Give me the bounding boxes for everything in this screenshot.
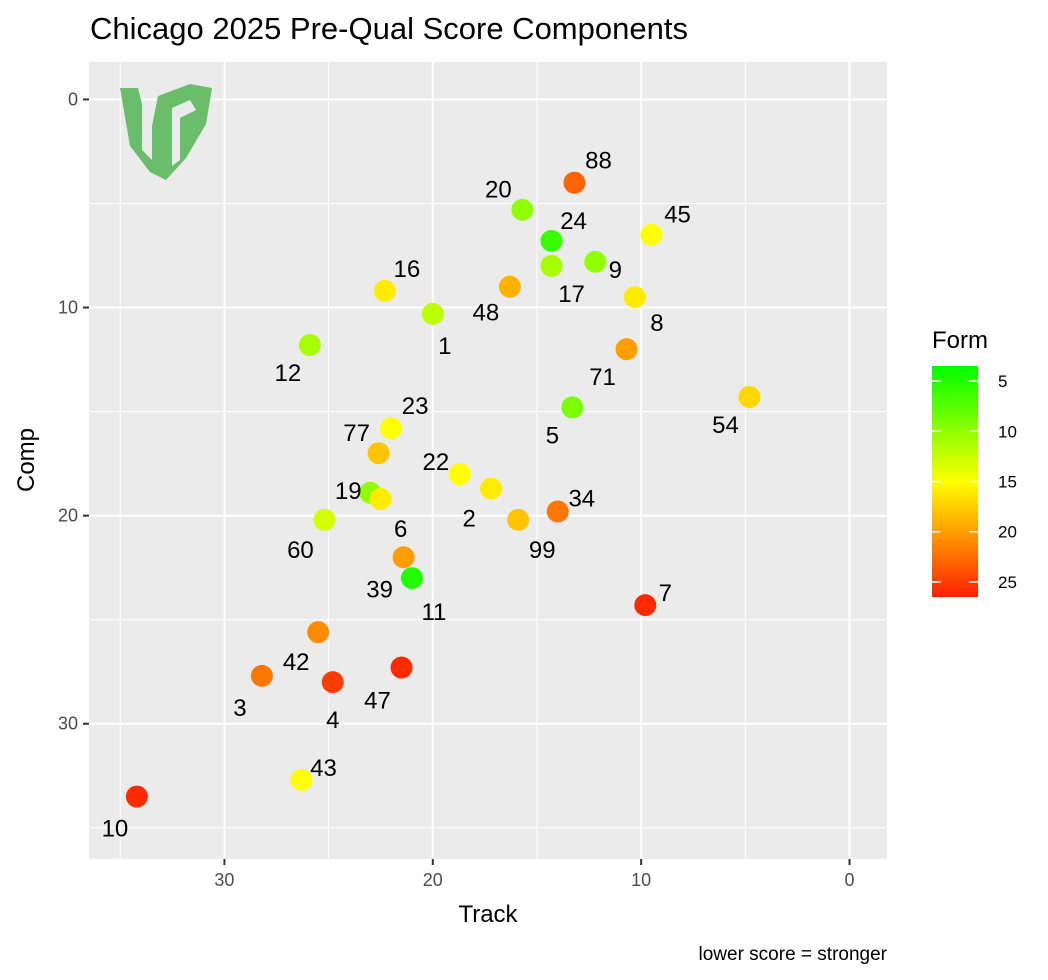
data-point-8 bbox=[623, 286, 646, 309]
legend-tick-label: 20 bbox=[998, 523, 1017, 542]
point-label: 9 bbox=[609, 257, 622, 284]
y-axis-ticks: 0 10 20 30 bbox=[58, 89, 89, 734]
data-point-42 bbox=[307, 621, 330, 644]
point-label: 48 bbox=[473, 300, 500, 327]
data-point-99 bbox=[507, 508, 530, 531]
point-label: 10 bbox=[102, 816, 129, 843]
x-tick-label: 0 bbox=[844, 870, 854, 890]
data-point-10 bbox=[125, 785, 148, 808]
bc-logo bbox=[120, 84, 212, 180]
data-point-24 bbox=[540, 229, 563, 252]
point-label: 34 bbox=[568, 485, 595, 512]
y-tick-label: 10 bbox=[58, 298, 78, 318]
x-axis-ticks: 30 20 10 0 bbox=[214, 859, 855, 890]
point-label: 1 bbox=[438, 333, 451, 360]
data-point-48 bbox=[498, 275, 521, 298]
data-point-45 bbox=[640, 223, 663, 246]
point-label: 22 bbox=[423, 449, 450, 476]
data-point-6 bbox=[369, 487, 392, 510]
data-point-54 bbox=[738, 386, 761, 409]
point-label: 23 bbox=[402, 393, 429, 420]
point-label: 11 bbox=[421, 599, 446, 626]
data-point-22 bbox=[448, 463, 471, 486]
chart-caption: lower score = stronger bbox=[699, 944, 888, 965]
data-point-4 bbox=[321, 671, 344, 694]
y-tick-label: 0 bbox=[68, 89, 78, 109]
point-label: 2 bbox=[462, 506, 475, 533]
data-point-5 bbox=[561, 396, 584, 419]
point-label: 45 bbox=[664, 202, 691, 229]
legend-title: Form bbox=[932, 327, 988, 354]
legend-tick-label: 25 bbox=[998, 573, 1017, 592]
data-point-43 bbox=[290, 768, 313, 791]
data-points bbox=[125, 171, 761, 808]
point-label: 12 bbox=[275, 360, 302, 387]
data-point-20 bbox=[511, 198, 534, 221]
point-label: 7 bbox=[659, 580, 672, 607]
gridlines bbox=[89, 62, 887, 859]
data-point-34 bbox=[546, 500, 569, 523]
data-point-12 bbox=[298, 334, 321, 357]
data-point-71 bbox=[615, 338, 638, 361]
legend-tick-label: 15 bbox=[998, 473, 1017, 492]
data-point-47 bbox=[390, 656, 413, 679]
plot-panel bbox=[89, 62, 887, 859]
x-tick-label: 20 bbox=[423, 870, 443, 890]
point-label: 42 bbox=[283, 649, 310, 676]
x-axis-title: Track bbox=[458, 901, 518, 928]
data-point-2 bbox=[480, 477, 503, 500]
y-tick-label: 30 bbox=[58, 714, 78, 734]
point-label: 24 bbox=[560, 208, 587, 235]
data-point-11 bbox=[400, 567, 423, 590]
data-point-9 bbox=[584, 250, 607, 273]
data-point-88 bbox=[563, 171, 586, 194]
point-label: 47 bbox=[364, 688, 391, 715]
data-point-39 bbox=[392, 546, 415, 569]
point-label: 3 bbox=[233, 695, 246, 722]
legend-tick-label: 5 bbox=[998, 372, 1007, 391]
data-point-7 bbox=[634, 594, 657, 617]
x-tick-label: 10 bbox=[631, 870, 651, 890]
data-point-1 bbox=[421, 302, 444, 325]
point-label: 54 bbox=[712, 412, 739, 439]
point-label: 88 bbox=[585, 148, 612, 175]
logo-lettermark-icon bbox=[142, 100, 196, 166]
legend-tick-label: 10 bbox=[998, 422, 1017, 441]
point-label: 77 bbox=[343, 420, 370, 447]
point-label: 20 bbox=[485, 177, 512, 204]
data-point-60 bbox=[313, 508, 336, 531]
point-label: 71 bbox=[589, 364, 616, 391]
point-label: 4 bbox=[326, 707, 339, 734]
point-label: 39 bbox=[366, 576, 393, 603]
point-label: 16 bbox=[394, 256, 421, 283]
point-label: 43 bbox=[310, 755, 337, 782]
point-label: 17 bbox=[558, 281, 585, 308]
data-point-16 bbox=[373, 279, 396, 302]
x-tick-label: 30 bbox=[214, 870, 234, 890]
point-label: 8 bbox=[650, 310, 663, 337]
chart-title: Chicago 2025 Pre-Qual Score Components bbox=[90, 11, 688, 46]
data-point-17 bbox=[540, 254, 563, 277]
point-label: 99 bbox=[529, 537, 556, 564]
data-point-77 bbox=[367, 442, 390, 465]
color-legend: Form 5 10 15 20 25 bbox=[932, 327, 1017, 597]
data-point-3 bbox=[250, 664, 273, 687]
y-axis-title: Comp bbox=[13, 428, 40, 492]
data-point-23 bbox=[380, 417, 403, 440]
legend-ticks: 5 10 15 20 25 bbox=[932, 372, 1017, 592]
y-tick-label: 20 bbox=[58, 506, 78, 526]
point-label: 5 bbox=[546, 422, 559, 449]
point-label: 19 bbox=[335, 478, 362, 505]
point-label: 60 bbox=[287, 537, 314, 564]
point-label: 6 bbox=[394, 516, 407, 543]
